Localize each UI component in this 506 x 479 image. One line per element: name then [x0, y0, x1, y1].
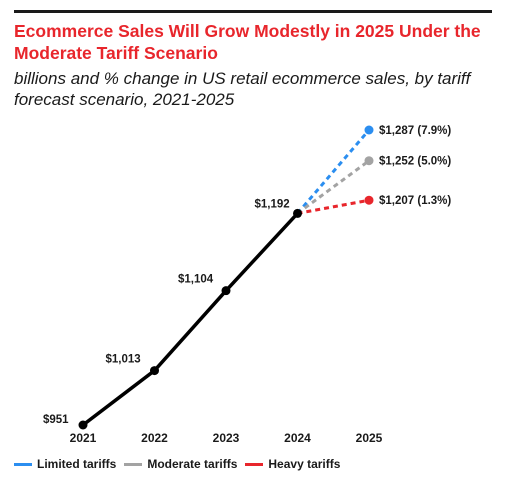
data-label-2025-heavy: $1,207 (1.3%) — [379, 195, 451, 207]
x-tick-label-2024: 2024 — [284, 431, 311, 445]
legend-item-heavy-tariffs: Heavy tariffs — [245, 457, 340, 471]
scenario-line-limited — [296, 129, 371, 215]
legend-label-limited: Limited tariffs — [37, 457, 117, 471]
data-point-2024 — [293, 208, 302, 218]
data-point-2025-limited — [364, 125, 374, 135]
x-tick-label-2022: 2022 — [141, 431, 168, 445]
x-tick-label-2021: 2021 — [70, 431, 97, 445]
scenario-line-heavy — [297, 198, 370, 215]
legend-swatch-moderate — [124, 462, 143, 466]
legend-label-heavy: Heavy tariffs — [268, 457, 341, 471]
legend-label-moderate: Moderate tariffs — [147, 457, 238, 471]
data-point-2025-heavy — [364, 195, 374, 205]
data-point-2023 — [221, 286, 231, 296]
x-tick-label-2023: 2023 — [213, 431, 240, 445]
top-rule — [14, 10, 492, 13]
data-label-2025-limited: $1,287 (7.9%) — [379, 125, 451, 137]
historical-line — [81, 211, 300, 427]
data-label-2025-moderate: $1,252 (5.0%) — [379, 156, 451, 168]
x-tick-label-2025: 2025 — [356, 431, 383, 445]
data-point-2022 — [150, 366, 159, 376]
data-label-2024: $1,192 — [255, 198, 290, 210]
legend-item-limited-tariffs: Limited tariffs — [14, 457, 116, 471]
chart-title: Ecommerce Sales Will Grow Modestly in 20… — [14, 21, 481, 63]
scenario-line-moderate — [296, 159, 370, 215]
data-label-2022: $1,013 — [106, 354, 141, 366]
legend-swatch-limited — [14, 462, 32, 466]
data-label-2021: $951 — [43, 414, 69, 426]
legend-item-moderate-tariffs: Moderate tariffs — [124, 457, 237, 471]
data-point-2025-moderate — [364, 156, 374, 166]
chart-legend: Limited tariffs Moderate tariffs Heavy t… — [14, 457, 348, 471]
data-point-2021 — [78, 420, 88, 430]
legend-swatch-heavy — [245, 462, 264, 466]
chart-subtitle: billions and % change in US retail ecomm… — [14, 69, 471, 109]
data-label-2023: $1,104 — [178, 274, 214, 286]
